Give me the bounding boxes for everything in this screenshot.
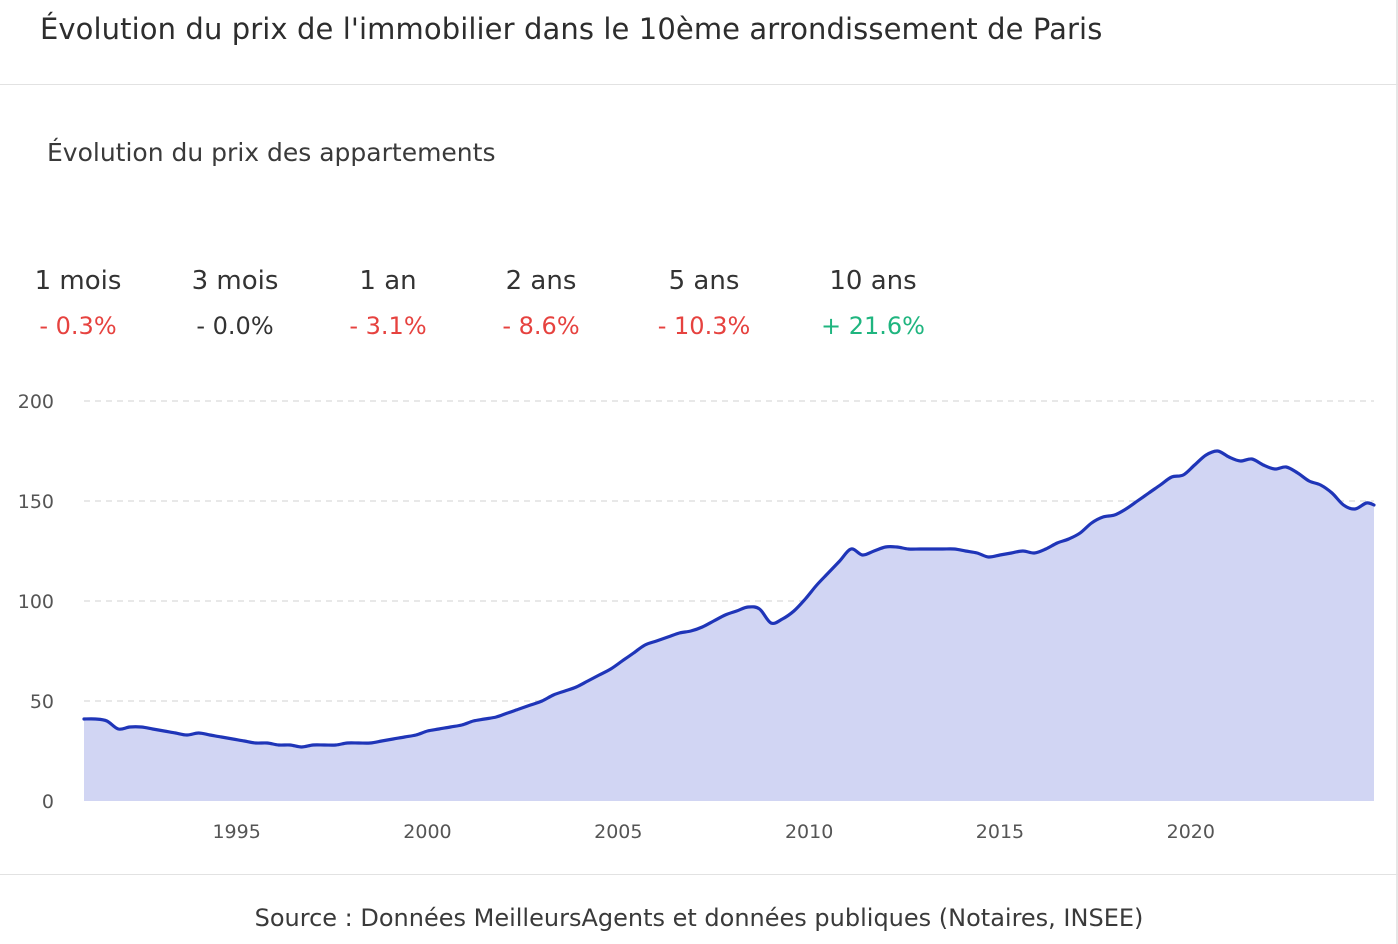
header-divider bbox=[0, 84, 1398, 85]
stat-label: 1 an bbox=[359, 266, 417, 296]
source-note: Source : Données MeilleursAgents et donn… bbox=[254, 904, 1144, 932]
stat-2-ans: 2 ans - 8.6% bbox=[461, 262, 621, 346]
x-tick-label: 2020 bbox=[1167, 821, 1215, 843]
y-tick-label: 200 bbox=[18, 391, 54, 413]
x-tick-label: 2015 bbox=[976, 821, 1024, 843]
stat-value: + 21.6% bbox=[821, 312, 925, 340]
stat-label: 3 mois bbox=[191, 266, 279, 296]
y-tick-label: 0 bbox=[42, 791, 54, 813]
price-line bbox=[82, 449, 1376, 749]
stat-value: - 3.1% bbox=[349, 312, 427, 340]
stat-value: - 0.0% bbox=[196, 312, 274, 340]
stat-label: 1 mois bbox=[34, 266, 122, 296]
x-axis-ticks: 1995 2000 2005 2010 2015 2020 bbox=[212, 821, 1215, 843]
stat-label: 2 ans bbox=[505, 266, 577, 296]
x-tick-label: 2000 bbox=[403, 821, 451, 843]
x-tick-label: 2005 bbox=[594, 821, 642, 843]
page-title: Évolution du prix de l'immobilier dans l… bbox=[40, 12, 1103, 46]
stat-10-ans: 10 ans + 21.6% bbox=[793, 262, 953, 346]
stat-value: - 0.3% bbox=[39, 312, 117, 340]
price-area bbox=[84, 450, 1374, 801]
grid-lines bbox=[84, 400, 1374, 702]
stat-5-ans: 5 ans - 10.3% bbox=[624, 262, 784, 346]
x-tick-label: 1995 bbox=[212, 821, 260, 843]
stat-1-an: 1 an - 3.1% bbox=[308, 262, 468, 346]
chart-title: Évolution du prix des appartements bbox=[47, 138, 496, 167]
stat-3-mois: 3 mois - 0.0% bbox=[155, 262, 315, 346]
price-chart: 0 50 100 150 200 1995 2000 2005 2010 2015 2020 bbox=[18, 391, 1376, 843]
y-tick-label: 150 bbox=[18, 491, 54, 513]
stat-value: - 8.6% bbox=[502, 312, 580, 340]
stat-value: - 10.3% bbox=[657, 312, 751, 340]
stat-label: 5 ans bbox=[668, 266, 740, 296]
y-tick-label: 50 bbox=[30, 691, 54, 713]
y-tick-label: 100 bbox=[18, 591, 54, 613]
footer-divider bbox=[0, 874, 1398, 875]
stat-label: 10 ans bbox=[829, 266, 917, 296]
window-right-edge bbox=[1396, 0, 1398, 944]
stat-1-mois: 1 mois - 0.3% bbox=[0, 262, 158, 346]
y-axis-ticks: 0 50 100 150 200 bbox=[18, 391, 54, 813]
x-tick-label: 2010 bbox=[785, 821, 833, 843]
